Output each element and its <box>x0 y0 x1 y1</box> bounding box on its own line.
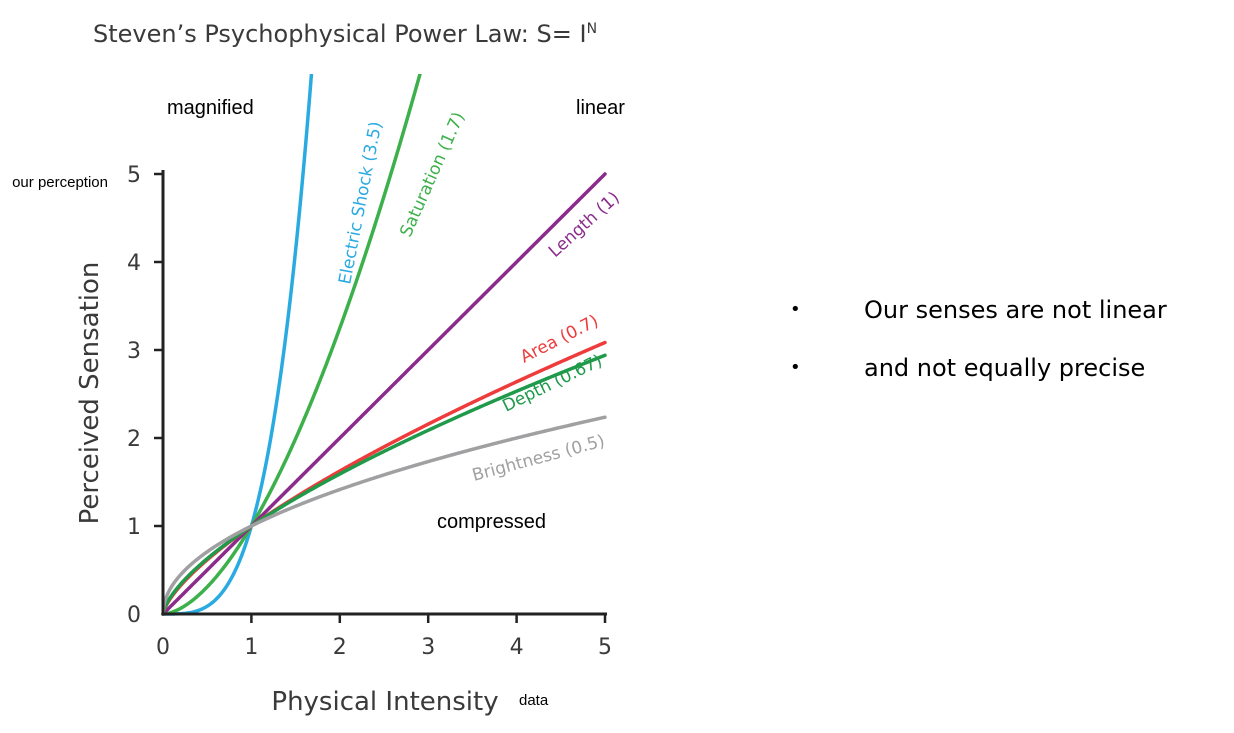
series-line-2 <box>161 172 607 616</box>
y-tick-label: 3 <box>127 339 141 364</box>
y-tick-label: 1 <box>127 515 141 540</box>
bullet-item: • Our senses are not linear <box>790 290 1167 348</box>
series-label-2: Length (1) <box>545 188 624 262</box>
bullet-item: • and not equally precise <box>790 348 1167 406</box>
y-tick-label: 0 <box>127 603 141 628</box>
series-line-0 <box>161 74 314 616</box>
compressed-label: compressed <box>437 511 546 533</box>
y-tick-label: 2 <box>127 427 141 452</box>
x-tick-label: 2 <box>333 635 347 660</box>
axes: 0 1 2 3 4 5 0 1 2 3 4 5 <box>127 163 612 660</box>
x-tick-label: 1 <box>244 635 258 660</box>
series-line-4 <box>161 353 607 616</box>
x-tick-label: 3 <box>421 635 435 660</box>
series-label-5: Brightness (0.5) <box>470 431 607 486</box>
series-label-1: Saturation (1.7) <box>396 109 469 240</box>
linear-label: linear <box>576 97 625 119</box>
y-axis-title: Perceived Sensation <box>75 262 105 525</box>
chart-title-superscript: N <box>587 21 597 37</box>
bullet-dot-icon: • <box>790 357 801 378</box>
series-label-0: Electric Shock (3.5) <box>335 120 386 286</box>
bullet-list: • Our senses are not linear • and not equal… <box>790 290 1167 406</box>
bullet-text: and not equally precise <box>864 354 1146 382</box>
y-tick-label: 4 <box>127 251 141 276</box>
chart-title-main: Steven’s Psychophysical Power Law: S= I <box>93 20 587 48</box>
x-tick-label: 5 <box>598 635 612 660</box>
magnified-label: magnified <box>167 97 254 119</box>
y-axis-note: our perception <box>12 174 108 191</box>
series-line-1 <box>161 74 422 616</box>
y-tick-label: 5 <box>127 163 141 188</box>
x-axis-title: Physical Intensity <box>271 687 498 717</box>
chart-title: Steven’s Psychophysical Power Law: S= IN <box>93 20 597 48</box>
x-tick-label: 4 <box>510 635 524 660</box>
series-lines <box>161 74 607 616</box>
series-line-5 <box>161 415 607 616</box>
bullet-dot-icon: • <box>790 299 801 320</box>
x-tick-label: 0 <box>156 635 170 660</box>
x-axis-note: data <box>519 692 549 709</box>
bullet-text: Our senses are not linear <box>864 296 1167 324</box>
